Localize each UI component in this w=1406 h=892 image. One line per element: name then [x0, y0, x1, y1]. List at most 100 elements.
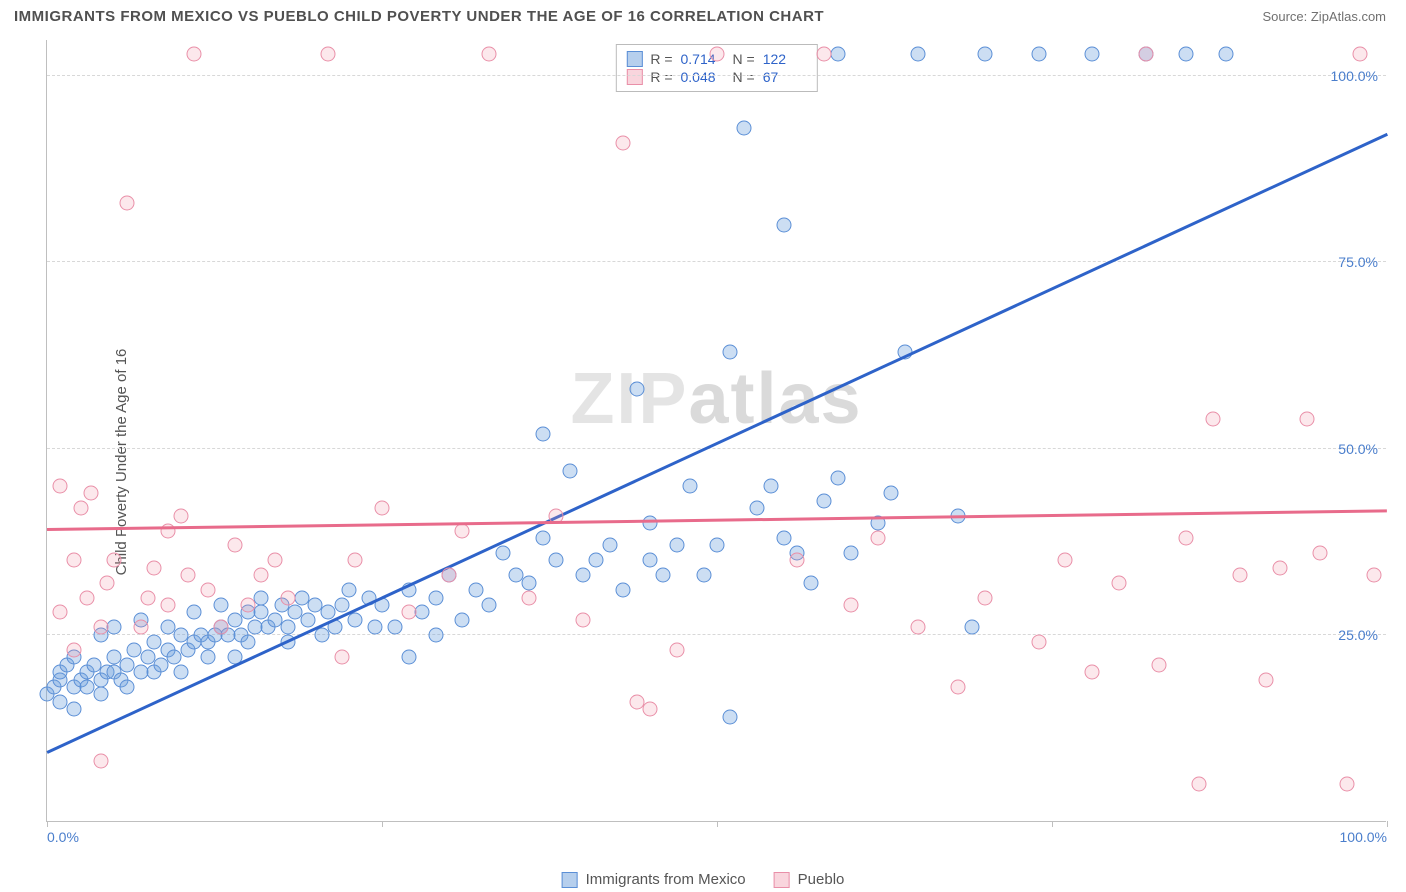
x-tick — [717, 821, 718, 827]
x-tick-label: 0.0% — [47, 829, 79, 845]
data-point-pueblo — [53, 605, 68, 620]
data-point-pueblo — [643, 702, 658, 717]
data-point-mexico — [978, 46, 993, 61]
data-point-mexico — [1031, 46, 1046, 61]
data-point-mexico — [683, 478, 698, 493]
data-point-mexico — [66, 702, 81, 717]
data-point-pueblo — [174, 508, 189, 523]
data-point-mexico — [549, 553, 564, 568]
gridline-h — [47, 261, 1386, 262]
data-point-pueblo — [442, 568, 457, 583]
data-point-mexico — [629, 382, 644, 397]
data-point-pueblo — [482, 46, 497, 61]
data-point-mexico — [368, 620, 383, 635]
data-point-pueblo — [576, 612, 591, 627]
data-point-mexico — [1219, 46, 1234, 61]
data-point-mexico — [535, 426, 550, 441]
data-point-pueblo — [1192, 776, 1207, 791]
data-point-mexico — [334, 598, 349, 613]
data-point-pueblo — [348, 553, 363, 568]
data-point-pueblo — [66, 642, 81, 657]
data-point-mexico — [214, 598, 229, 613]
r-label: R = — [650, 69, 672, 85]
title-bar: IMMIGRANTS FROM MEXICO VS PUEBLO CHILD P… — [0, 0, 1406, 29]
data-point-mexico — [884, 486, 899, 501]
x-tick — [1052, 821, 1053, 827]
data-point-pueblo — [281, 590, 296, 605]
data-point-mexico — [428, 590, 443, 605]
data-point-mexico — [482, 598, 497, 613]
data-point-mexico — [200, 650, 215, 665]
y-tick-label: 75.0% — [1338, 254, 1378, 270]
data-point-pueblo — [93, 620, 108, 635]
data-point-pueblo — [187, 46, 202, 61]
data-point-pueblo — [200, 583, 215, 598]
data-point-pueblo — [1085, 665, 1100, 680]
data-point-pueblo — [227, 538, 242, 553]
data-point-pueblo — [1152, 657, 1167, 672]
data-point-pueblo — [321, 46, 336, 61]
watermark: ZIPatlas — [570, 358, 862, 440]
data-point-pueblo — [334, 650, 349, 665]
data-point-pueblo — [267, 553, 282, 568]
chart-container: Child Poverty Under the Age of 16 ZIPatl… — [0, 32, 1406, 892]
data-point-pueblo — [790, 553, 805, 568]
data-point-mexico — [401, 650, 416, 665]
data-point-mexico — [777, 218, 792, 233]
data-point-mexico — [723, 344, 738, 359]
data-point-pueblo — [1259, 672, 1274, 687]
data-point-pueblo — [160, 598, 175, 613]
data-point-pueblo — [1031, 635, 1046, 650]
y-tick-label: 100.0% — [1331, 68, 1378, 84]
legend-label-pueblo: Pueblo — [798, 871, 845, 888]
data-point-pueblo — [147, 560, 162, 575]
data-point-mexico — [643, 516, 658, 531]
data-point-pueblo — [844, 598, 859, 613]
data-point-pueblo — [1299, 411, 1314, 426]
data-point-mexico — [495, 545, 510, 560]
data-point-mexico — [669, 538, 684, 553]
data-point-mexico — [301, 612, 316, 627]
data-point-mexico — [241, 635, 256, 650]
data-point-mexico — [1085, 46, 1100, 61]
legend-item-mexico: Immigrants from Mexico — [562, 871, 746, 888]
x-tick-label: 100.0% — [1340, 829, 1387, 845]
data-point-mexico — [535, 531, 550, 546]
data-point-pueblo — [1313, 545, 1328, 560]
swatch-pink — [774, 872, 790, 888]
trend-line-pueblo — [47, 509, 1387, 530]
data-point-mexico — [589, 553, 604, 568]
data-point-pueblo — [710, 46, 725, 61]
data-point-pueblo — [1205, 411, 1220, 426]
data-point-mexico — [696, 568, 711, 583]
data-point-pueblo — [817, 46, 832, 61]
data-point-pueblo — [1272, 560, 1287, 575]
x-tick — [1387, 821, 1388, 827]
data-point-mexico — [830, 46, 845, 61]
swatch-blue — [626, 51, 642, 67]
gridline-h — [47, 75, 1386, 76]
data-point-mexico — [830, 471, 845, 486]
data-point-mexico — [107, 620, 122, 635]
data-point-mexico — [763, 478, 778, 493]
data-point-pueblo — [522, 590, 537, 605]
y-tick-label: 50.0% — [1338, 441, 1378, 457]
n-value-pueblo: 67 — [763, 69, 807, 85]
gridline-h — [47, 448, 1386, 449]
data-point-pueblo — [616, 136, 631, 151]
data-point-mexico — [777, 531, 792, 546]
r-value-pueblo: 0.048 — [681, 69, 725, 85]
x-tick — [382, 821, 383, 827]
data-point-pueblo — [978, 590, 993, 605]
data-point-pueblo — [254, 568, 269, 583]
data-point-mexico — [817, 493, 832, 508]
stats-row-pueblo: R = 0.048 N = 67 — [626, 69, 806, 85]
data-point-mexico — [750, 501, 765, 516]
data-point-pueblo — [1058, 553, 1073, 568]
data-point-mexico — [803, 575, 818, 590]
data-point-mexico — [120, 679, 135, 694]
data-point-pueblo — [1232, 568, 1247, 583]
data-point-mexico — [93, 687, 108, 702]
data-point-pueblo — [84, 486, 99, 501]
data-point-mexico — [576, 568, 591, 583]
